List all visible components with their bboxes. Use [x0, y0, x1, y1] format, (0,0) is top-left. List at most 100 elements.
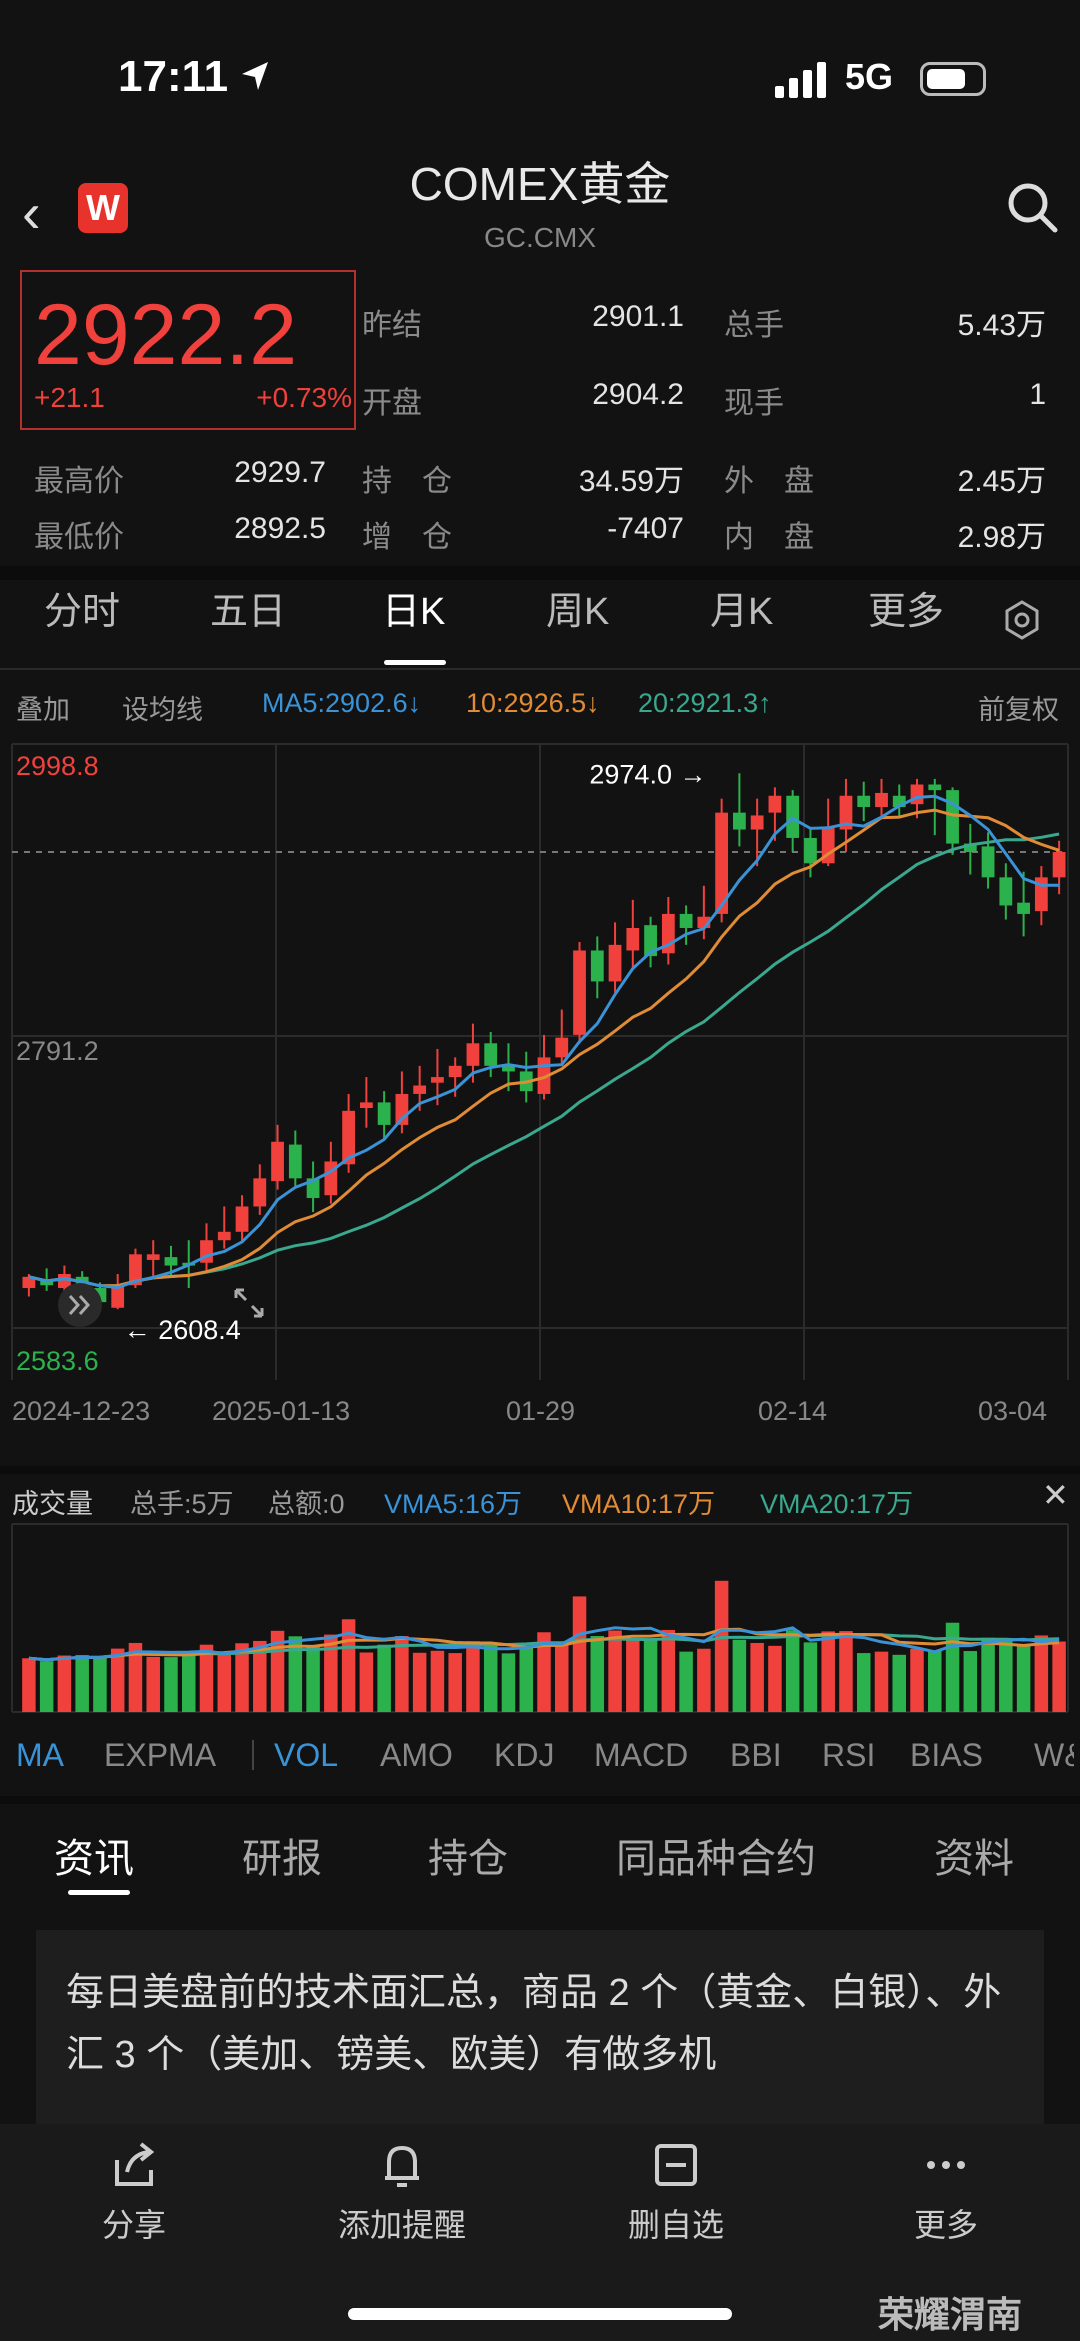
chart-settings-icon[interactable]	[1002, 600, 1042, 640]
candle[interactable]	[626, 927, 640, 951]
candle[interactable]	[590, 950, 604, 982]
volume-bar	[928, 1650, 942, 1712]
y-tick-mid: 2791.2	[16, 1036, 99, 1066]
candle[interactable]	[821, 826, 835, 864]
candle[interactable]	[857, 795, 871, 808]
add-alert-label: 添加提醒	[337, 2207, 466, 2243]
search-icon[interactable]	[1005, 180, 1059, 234]
indicator-amo[interactable]: AMO	[380, 1737, 453, 1773]
candle[interactable]	[377, 1102, 391, 1125]
tab-five-day[interactable]: 五日	[210, 591, 287, 633]
total-volume-value: 5.43万	[957, 309, 1046, 342]
candle[interactable]	[235, 1206, 249, 1232]
tab-monthly-k[interactable]: 月K	[710, 591, 774, 633]
candle[interactable]	[1052, 852, 1066, 878]
candle[interactable]	[129, 1254, 142, 1286]
candle[interactable]	[555, 1037, 569, 1058]
indicator-kdj[interactable]: KDJ	[494, 1737, 555, 1773]
candle[interactable]	[715, 812, 729, 914]
candle[interactable]	[217, 1231, 231, 1241]
candle[interactable]	[573, 950, 586, 1035]
candle[interactable]	[981, 846, 995, 878]
candle[interactable]	[679, 913, 693, 928]
candle[interactable]	[892, 795, 906, 808]
candle[interactable]	[875, 792, 888, 808]
candle[interactable]	[999, 877, 1013, 906]
volume-bar	[253, 1640, 267, 1712]
candle[interactable]	[146, 1254, 160, 1260]
tab-weekly-k[interactable]: 周K	[546, 591, 610, 633]
candle[interactable]	[253, 1178, 267, 1207]
candle[interactable]	[466, 1043, 480, 1066]
candle[interactable]	[22, 1276, 36, 1289]
section-divider	[0, 566, 1080, 580]
candle[interactable]	[697, 916, 711, 928]
tab-news[interactable]: 资讯	[54, 1837, 134, 1881]
indicator-ma[interactable]: MA	[16, 1737, 64, 1773]
ma5-value: MA5:2902.6↓	[262, 688, 422, 718]
candlestick-chart[interactable]: 2998.8 2791.2 2583.6 2974.0 → ← 2608.4 2…	[0, 730, 1080, 1430]
indicator-vol[interactable]: VOL	[274, 1737, 339, 1773]
candle[interactable]	[413, 1085, 427, 1094]
tab-research[interactable]: 研报	[242, 1837, 322, 1881]
candle[interactable]	[910, 784, 924, 805]
volume-bar	[377, 1644, 391, 1712]
tab-more[interactable]: 更多	[868, 591, 945, 633]
indicator-macd[interactable]: MACD	[594, 1737, 689, 1773]
news-card[interactable]	[36, 1930, 1044, 2130]
candle[interactable]	[484, 1043, 498, 1066]
candle[interactable]	[768, 795, 782, 813]
ma20-value: 20:2921.3↑	[638, 688, 772, 718]
remove-watchlist-button[interactable]: 删自选	[576, 2140, 776, 2246]
indicator-bias[interactable]: BIAS	[910, 1737, 983, 1773]
home-indicator[interactable]	[348, 2308, 732, 2320]
more-button[interactable]: 更多	[846, 2140, 1046, 2246]
candle[interactable]	[839, 795, 853, 830]
ma10-line	[28, 808, 1060, 1288]
indicator-bbi[interactable]: BBI	[730, 1737, 782, 1773]
collapse-left-icon[interactable]	[58, 1283, 102, 1327]
total-volume-label: 总手	[724, 309, 784, 342]
candle[interactable]	[271, 1141, 284, 1182]
tab-intraday[interactable]: 分时	[44, 591, 121, 633]
candle[interactable]	[111, 1285, 125, 1308]
share-button[interactable]: 分享	[34, 2140, 234, 2246]
app-logo[interactable]: W	[78, 183, 128, 233]
volume-chart[interactable]	[0, 1520, 1080, 1720]
candle[interactable]	[644, 925, 657, 957]
close-volume-icon[interactable]: ✕	[1042, 1477, 1069, 1513]
set-ma-button[interactable]: 设均线	[122, 695, 203, 725]
candle[interactable]	[1017, 902, 1030, 914]
back-button[interactable]: ‹	[22, 181, 41, 244]
candle[interactable]	[928, 784, 942, 791]
fullscreen-icon[interactable]	[234, 1288, 264, 1318]
adjust-mode[interactable]: 前复权	[978, 695, 1059, 725]
overlay-button[interactable]: 叠加	[16, 695, 70, 725]
candle[interactable]	[342, 1110, 356, 1165]
tab-holdings[interactable]: 持仓	[428, 1837, 508, 1881]
candle[interactable]	[732, 812, 746, 830]
location-arrow-icon	[242, 62, 268, 90]
vma10-line	[28, 1627, 1060, 1662]
candle[interactable]	[288, 1144, 302, 1179]
candle[interactable]	[164, 1257, 178, 1266]
candle[interactable]	[963, 843, 977, 853]
tab-info[interactable]: 资料	[934, 1837, 1014, 1881]
candle[interactable]	[431, 1077, 444, 1083]
indicator-wr[interactable]: W&	[1034, 1737, 1074, 1773]
news-headline[interactable]: 每日美盘前的技术面汇总，商品 2 个（黄金、白银）、外汇 3 个（美加、镑美、欧…	[66, 1972, 1002, 2076]
tab-daily-k[interactable]: 日K	[382, 591, 446, 633]
candle[interactable]	[946, 790, 959, 844]
candle[interactable]	[750, 815, 764, 830]
add-alert-button[interactable]: 添加提醒	[302, 2140, 502, 2246]
candle[interactable]	[58, 1273, 71, 1289]
candle[interactable]	[608, 944, 622, 982]
indicator-rsi[interactable]: RSI	[822, 1737, 876, 1773]
tab-same-contracts[interactable]: 同品种合约	[616, 1837, 816, 1881]
candle[interactable]	[502, 1065, 515, 1072]
open-interest-value: 34.59万	[578, 465, 684, 498]
candle[interactable]	[448, 1065, 462, 1078]
candle[interactable]	[359, 1102, 373, 1109]
candle[interactable]	[804, 837, 817, 864]
indicator-expma[interactable]: EXPMA	[104, 1737, 217, 1773]
